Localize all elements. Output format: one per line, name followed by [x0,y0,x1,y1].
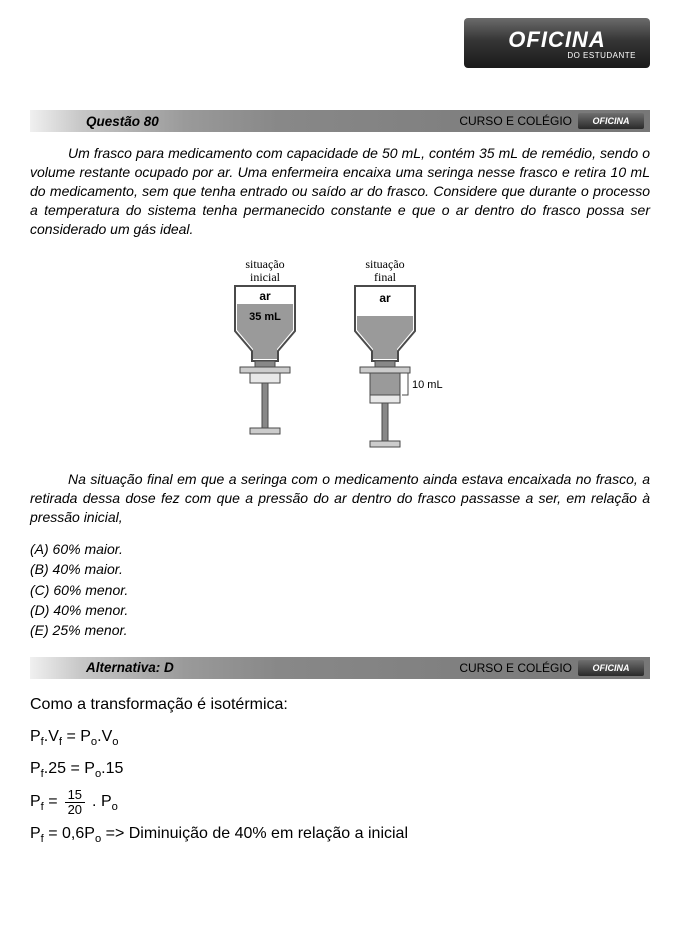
alternatives-list: (A) 60% maior. (B) 40% maior. (C) 60% me… [30,539,650,640]
alternative-e: (E) 25% menor. [30,620,650,640]
question-paragraph-1: Um frasco para medicamento com capacidad… [30,144,650,238]
oficina-badge: OFICINA [578,113,644,129]
question-text: Um frasco para medicamento com capacidad… [30,144,650,238]
svg-text:final: final [374,270,397,284]
answer-header-bar: Alternativa: D CURSO E COLÉGIO OFICINA [30,657,650,679]
question-followup: Na situação final em que a seringa com o… [30,470,650,527]
solution-block: Como a transformação é isotérmica: Pf.Vf… [30,689,650,851]
question-number: Questão 80 [86,114,159,129]
vol-initial: 35 mL [249,311,281,323]
alternative-d: (D) 40% menor. [30,600,650,620]
solution-eq2: Pf.25 = Po.15 [30,753,650,786]
alternative-a: (A) 60% maior. [30,539,650,559]
question-header-bar: Questão 80 CURSO E COLÉGIO OFICINA [30,110,650,132]
label-initial: situação [245,257,284,271]
flask-initial: ar 35 mL [235,286,295,361]
diagram: situação inicial ar 35 mL situação final… [30,256,650,456]
label-initial-2: inicial [250,270,281,284]
solution-eq3: Pf = 1520 . Po [30,786,650,819]
vol-extracted: 10 mL [412,379,443,391]
question-paragraph-2: Na situação final em que a seringa com o… [30,470,650,527]
air-label-final: ar [379,291,391,305]
alternative-b: (B) 40% maior. [30,559,650,579]
flask-final: ar [355,286,415,361]
answer-label: Alternativa: D [86,660,174,675]
alternative-c: (C) 60% menor. [30,580,650,600]
brand-sub: DO ESTUDANTE [567,51,636,60]
label-final: situação [365,257,404,271]
oficina-badge-2: OFICINA [578,660,644,676]
brand-logo: OFICINA DO ESTUDANTE [464,18,650,68]
air-label-initial: ar [259,289,271,303]
solution-intro: Como a transformação é isotérmica: [30,689,650,721]
course-label-2: CURSO E COLÉGIO [459,661,572,675]
solution-eq4: Pf = 0,6Po => Diminuição de 40% em relaç… [30,818,650,851]
syringe-initial [240,361,290,434]
solution-eq1: Pf.Vf = Po.Vo [30,721,650,754]
flask-syringe-diagram: situação inicial ar 35 mL situação final… [190,256,490,456]
syringe-final: 10 mL [360,361,443,447]
brand-name: OFICINA [508,27,605,53]
course-label: CURSO E COLÉGIO [459,114,572,128]
